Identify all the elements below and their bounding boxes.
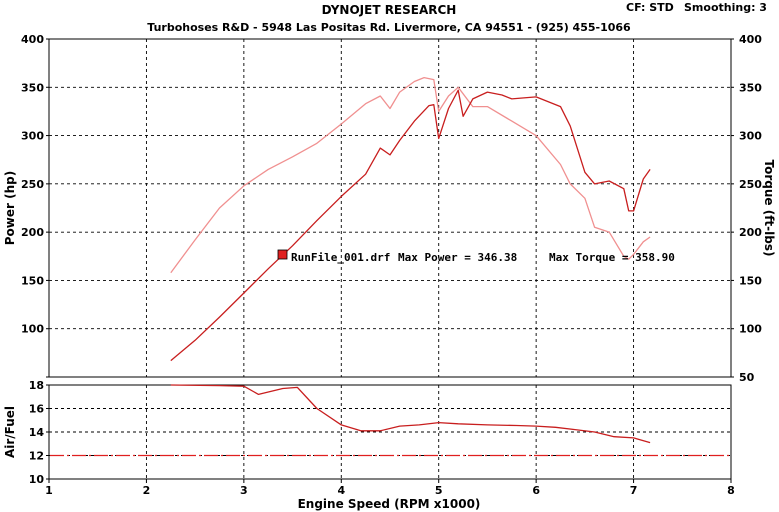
af-y-tick-label: 16 [29, 403, 45, 416]
legend: RunFile_001.drf Max Power = 346.38 Max T… [277, 249, 675, 264]
cf-label: CF: STD [626, 1, 674, 14]
y-tick-label-right: 50 [739, 371, 755, 384]
x-tick-label: 2 [143, 484, 151, 497]
y-tick-label-right: 100 [739, 323, 762, 336]
chart-subtitle: Turbohoses R&D - 5948 Las Positas Rd. Li… [147, 21, 631, 34]
x-tick-label: 8 [727, 484, 735, 497]
legend-swatch [277, 249, 288, 260]
af-ticks: 10 12 14 16 18 [29, 379, 49, 486]
y-tick-label-left: 100 [21, 323, 44, 336]
air-fuel-curve [170, 384, 651, 444]
af-series [50, 384, 730, 457]
power-curve [170, 89, 651, 362]
y-tick-label-left: 300 [21, 130, 44, 143]
x-tick-label: 1 [45, 484, 53, 497]
y-tick-label-right: 300 [739, 130, 762, 143]
af-y-tick-label: 18 [29, 379, 44, 392]
main-plot-frame [48, 38, 732, 378]
y-tick-label-right: 400 [739, 33, 762, 46]
y-tick-label-left: 350 [21, 81, 44, 94]
legend-max-torque: Max Torque = 358.90 [549, 251, 675, 264]
power-torque-panel: 100 150 200 250 300 350 400 50 100 150 200 250 300 35… [3, 33, 776, 384]
y-tick-label-left: 400 [21, 33, 44, 46]
x-tick-label: 5 [435, 484, 443, 497]
y-tick-label-left: 200 [21, 226, 44, 239]
x-tick-label: 3 [240, 484, 248, 497]
x-axis-ticks: 1 2 3 4 5 6 7 8 [45, 479, 735, 497]
af-y-tick-label: 10 [29, 473, 45, 486]
main-series [170, 76, 651, 362]
y-tick-label-left: 150 [21, 274, 44, 287]
main-ticks: 100 150 200 250 300 350 400 50 100 150 200 250 300 35… [21, 33, 762, 384]
y-axis-label-power: Power (hp) [3, 171, 17, 245]
y-tick-label-right: 150 [739, 274, 762, 287]
torque-curve [170, 76, 651, 274]
air-fuel-panel: 10 12 14 16 18 Air/Fuel [3, 379, 732, 486]
chart-title: DYNOJET RESEARCH [322, 3, 457, 17]
y-tick-label-right: 250 [739, 178, 762, 191]
x-tick-label: 4 [337, 484, 345, 497]
main-grid [49, 39, 731, 377]
y-tick-label-right: 200 [739, 226, 762, 239]
x-axis-label: Engine Speed (RPM x1000) [298, 497, 481, 511]
y-axis-label-torque: Torque (ft-lbs) [762, 160, 776, 257]
af-grid [49, 385, 731, 479]
legend-max-power: Max Power = 346.38 [398, 251, 517, 264]
legend-run-label: RunFile_001.drf [291, 251, 390, 264]
af-plot-frame [48, 384, 732, 480]
y-tick-label-right: 350 [739, 81, 762, 94]
af-y-tick-label: 14 [29, 426, 45, 439]
x-tick-label: 6 [532, 484, 540, 497]
y-axis-label-airfuel: Air/Fuel [3, 406, 17, 458]
y-tick-label-left: 250 [21, 178, 44, 191]
af-y-tick-label: 12 [29, 450, 44, 463]
smoothing-label: Smoothing: 3 [684, 1, 767, 14]
x-tick-label: 7 [630, 484, 638, 497]
